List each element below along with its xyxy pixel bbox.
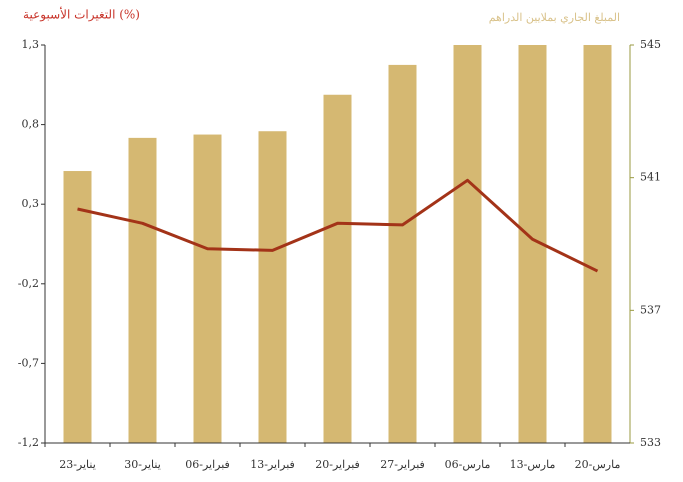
y-tick-label: -1,2 (18, 436, 39, 449)
x-tick-label: 06-مارس (445, 458, 491, 471)
bar (323, 94, 352, 443)
line (77, 178, 599, 273)
y-tick-label: 0,3 (22, 197, 40, 210)
x-tick-label: 13-مارس (510, 458, 556, 471)
x-tick-label: 06-فبراير (185, 458, 230, 471)
x-tick-label: 13-فبراير (250, 458, 295, 471)
x-tick-label: 23-يناير (59, 458, 96, 471)
bar (128, 137, 157, 443)
y2-tick-label: 533 (640, 436, 661, 449)
x-tick-label: 27-فبراير (380, 458, 425, 471)
y2-tick-label: 545 (640, 38, 661, 51)
x-tick-label: 30-يناير (124, 458, 161, 471)
x-tick-label: 20-مارس (575, 458, 621, 471)
bar (453, 45, 482, 443)
bar (258, 131, 287, 443)
y-tick-label: 0,8 (22, 118, 40, 131)
x-tick-label: 20-فبراير (315, 458, 360, 471)
y2-tick-label: 541 (640, 171, 661, 184)
bar (583, 45, 612, 443)
y2-tick-label: 537 (640, 303, 661, 316)
bar (63, 171, 92, 444)
y-tick-label: 1,3 (22, 38, 40, 51)
bar (193, 134, 222, 444)
y-tick-label: -0,7 (18, 356, 39, 369)
y2-axis-title: المبلغ الجاري بملايين الدراهم (489, 11, 620, 24)
y-tick-label: -0,2 (18, 277, 39, 290)
bar (388, 64, 417, 444)
y-axis-title: التغيرات الأسبوعية (%) (23, 7, 140, 22)
